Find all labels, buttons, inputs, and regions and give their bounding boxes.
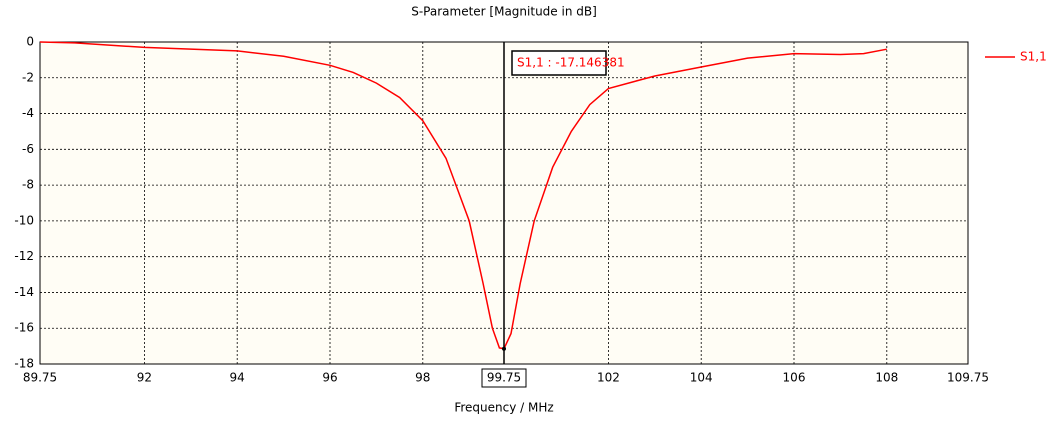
chart-title: S-Parameter [Magnitude in dB] bbox=[411, 5, 597, 19]
x-axis-label: Frequency / MHz bbox=[454, 401, 553, 415]
y-tick-label: -10 bbox=[14, 213, 34, 227]
marker-label: S1,1 : -17.146381 bbox=[517, 56, 625, 70]
chart: S-Parameter [Magnitude in dB] Frequency … bbox=[0, 0, 1055, 419]
x-tick-label: 89.75 bbox=[23, 371, 57, 385]
x-tick-label: 109.75 bbox=[947, 371, 989, 385]
y-tick-label: -16 bbox=[14, 321, 34, 335]
x-tick-label: 92 bbox=[137, 371, 152, 385]
y-tick-label: -4 bbox=[22, 106, 34, 120]
marker-point bbox=[502, 347, 506, 351]
y-tick-label: -6 bbox=[22, 142, 34, 156]
page: S-Parameter [Magnitude in dB] Frequency … bbox=[0, 0, 1055, 423]
y-tick-label: -12 bbox=[14, 249, 34, 263]
x-tick-label: 104 bbox=[690, 371, 713, 385]
x-tick-label: 108 bbox=[875, 371, 898, 385]
y-tick-label: -8 bbox=[22, 178, 34, 192]
y-tick-label: 0 bbox=[26, 35, 34, 49]
x-tick-label: 94 bbox=[230, 371, 245, 385]
y-tick-label: -18 bbox=[14, 357, 34, 371]
x-tick-label: 96 bbox=[322, 371, 337, 385]
x-tick-label: 98 bbox=[415, 371, 430, 385]
x-tick-label: 106 bbox=[783, 371, 806, 385]
y-tick-label: -14 bbox=[14, 285, 34, 299]
x-tick-label: 99.75 bbox=[487, 371, 521, 385]
legend-label: S1,1 bbox=[1020, 50, 1047, 64]
x-tick-label: 102 bbox=[597, 371, 620, 385]
y-tick-label: -2 bbox=[22, 70, 34, 84]
